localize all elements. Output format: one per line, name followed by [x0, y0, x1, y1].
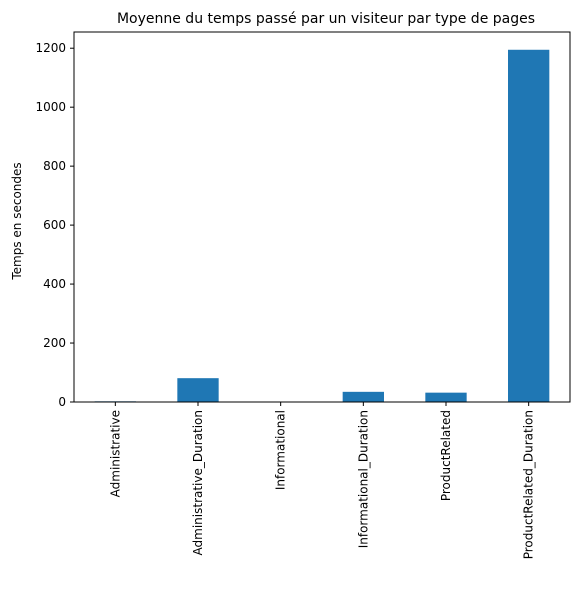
y-axis: 0 200 400 600 800 1000 1200 — [35, 41, 74, 409]
y-tick-label: 600 — [43, 218, 66, 232]
x-tick-label: Administrative — [108, 410, 122, 497]
x-tick-label: Administrative_Duration — [191, 410, 205, 555]
x-tick-label: Informational_Duration — [356, 410, 370, 548]
bar-administrative-duration — [177, 378, 219, 402]
x-axis: Administrative Administrative_Duration Inf… — [108, 402, 536, 559]
y-tick-label: 200 — [43, 336, 66, 350]
x-tick-label: ProductRelated — [439, 410, 453, 501]
bar-informational-duration — [342, 391, 384, 402]
y-tick-label: 400 — [43, 277, 66, 291]
plot-area — [94, 49, 550, 403]
chart-title: Moyenne du temps passé par un visiteur p… — [117, 11, 535, 27]
y-tick-label: 1200 — [35, 41, 66, 55]
y-tick-label: 0 — [58, 395, 66, 409]
x-tick-label: ProductRelated_Duration — [522, 410, 536, 559]
y-tick-label: 1000 — [35, 100, 66, 114]
bar-productrelated — [425, 392, 467, 402]
y-axis-label: Temps en secondes — [10, 162, 24, 280]
x-tick-label: Informational — [274, 410, 288, 490]
bar-productrelated-duration — [508, 49, 550, 403]
y-tick-label: 800 — [43, 159, 66, 173]
plot-frame — [73, 31, 571, 403]
